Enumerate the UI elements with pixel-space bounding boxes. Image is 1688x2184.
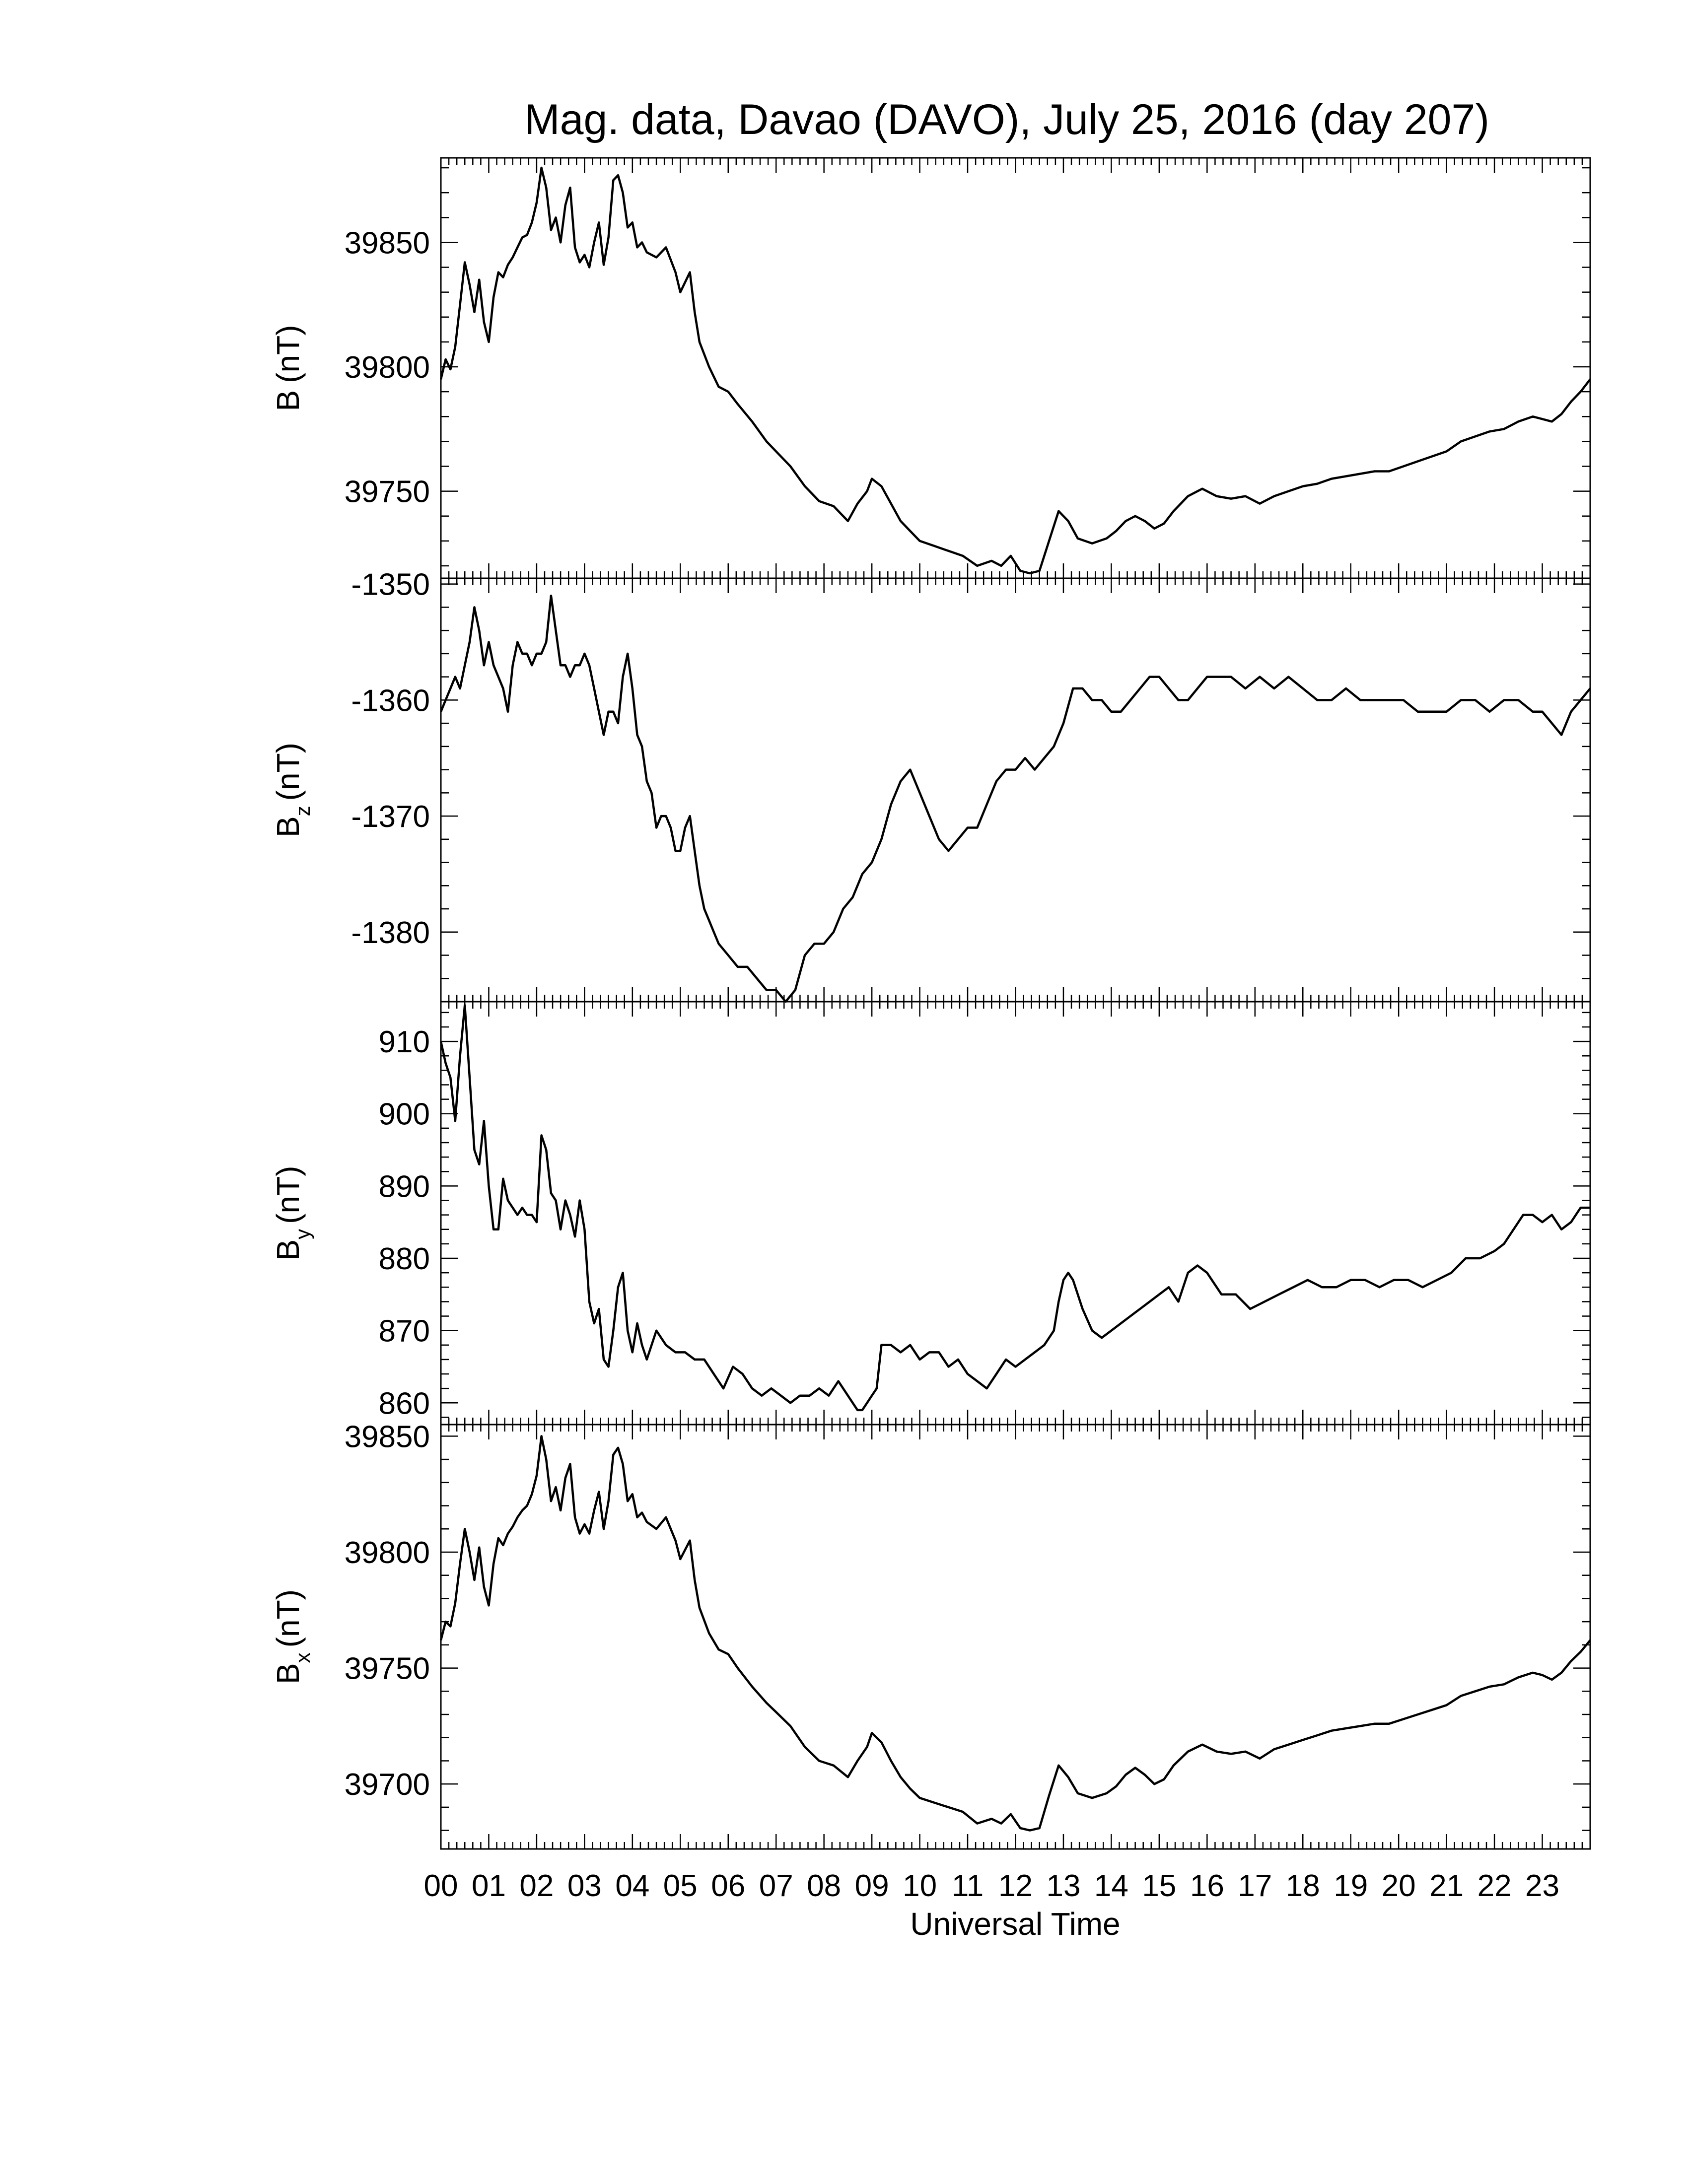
y-label-subscript: x: [291, 1652, 314, 1663]
x-tick-label: 06: [711, 1869, 745, 1903]
x-tick-label: 02: [519, 1869, 554, 1903]
x-tick-label: 00: [424, 1869, 458, 1903]
y-axis-label: B (nT): [270, 325, 306, 411]
x-tick-label: 10: [903, 1869, 937, 1903]
x-tick-label: 13: [1046, 1869, 1080, 1903]
y-label-subscript: z: [291, 806, 314, 816]
y-tick-label: -1380: [351, 916, 430, 950]
x-tick-label: 12: [998, 1869, 1033, 1903]
y-tick-label: -1360: [351, 683, 430, 718]
y-label-symbol: B: [270, 390, 306, 411]
x-tick-label: 14: [1094, 1869, 1128, 1903]
x-tick-label: 11: [952, 1869, 984, 1903]
x-axis: 00 01 02 03 04 05 06 07 08 09 10 11 12 13 14 15 16 17 18 19…: [424, 1869, 1560, 1903]
y-label-unit: (nT): [270, 743, 306, 801]
x-tick-label: 17: [1238, 1869, 1272, 1903]
panels-group: 39750 39800 39850 B (nT) -1350 -1360 -1370 -1380…: [270, 157, 1591, 1850]
y-label-symbol: B: [270, 1663, 306, 1684]
x-tick-label: 03: [567, 1869, 602, 1903]
chart-title: Mag. data, Davao (DAVO), July 25, 2016 (…: [524, 96, 1489, 143]
plot-frame: [440, 1424, 1591, 1850]
series-line: [439, 1004, 1590, 1412]
x-axis-label: Universal Time: [910, 1906, 1120, 1942]
y-tick-label: 39750: [345, 475, 430, 509]
y-axis-label: By (nT): [270, 1166, 314, 1261]
y-tick-label: 39800: [345, 1536, 430, 1570]
x-tick-label: 23: [1525, 1869, 1559, 1903]
panel-2: -1350 -1360 -1370 -1380 Bz (nT): [270, 568, 1591, 1003]
y-axis-label: Bz (nT): [270, 743, 314, 837]
y-tick-label: -1350: [351, 568, 430, 602]
y-tick-label: 39850: [345, 226, 430, 260]
y-tick-label: 39850: [345, 1420, 430, 1454]
panel-3: 860 870 880 890 900 910 By (nT): [270, 1001, 1591, 1426]
x-tick-label: 08: [807, 1869, 841, 1903]
x-tick-label: 05: [663, 1869, 698, 1903]
x-tick-label: 19: [1334, 1869, 1368, 1903]
y-tick-label: 910: [379, 1025, 430, 1059]
x-tick-label: 21: [1429, 1869, 1464, 1903]
panel-1: 39750 39800 39850 B (nT): [270, 157, 1591, 579]
y-tick-label: 39700: [345, 1768, 430, 1802]
y-label-unit: (nT): [270, 1166, 306, 1224]
y-label-symbol: B: [270, 816, 306, 837]
x-tick-label: 16: [1190, 1869, 1224, 1903]
x-tick-label: 15: [1142, 1869, 1176, 1903]
plot-frame: [440, 1001, 1591, 1426]
y-tick-label: 39750: [345, 1652, 430, 1686]
y-tick-label: 39800: [345, 350, 430, 385]
y-label-symbol: B: [270, 1239, 306, 1261]
y-tick-label: 860: [379, 1386, 430, 1421]
series-line: [439, 1435, 1591, 1832]
y-tick-label: 870: [379, 1314, 430, 1349]
y-label-unit: (nT): [270, 325, 306, 383]
series-line: [439, 166, 1591, 575]
plot-frame: [440, 157, 1591, 579]
x-tick-label: 07: [759, 1869, 793, 1903]
x-tick-label: 04: [615, 1869, 649, 1903]
x-tick-label: 01: [472, 1869, 506, 1903]
y-label-subscript: y: [291, 1229, 314, 1239]
y-axis-label: Bx (nT): [270, 1589, 314, 1684]
x-tick-label: 09: [855, 1869, 889, 1903]
plot-frame: [440, 577, 1591, 1003]
series-line: [439, 594, 1591, 1003]
y-label-unit: (nT): [270, 1589, 306, 1647]
x-tick-label: 18: [1286, 1869, 1320, 1903]
y-tick-label: 900: [379, 1097, 430, 1132]
y-tick-label: -1370: [351, 800, 430, 834]
x-tick-label: 20: [1382, 1869, 1416, 1903]
y-tick-label: 880: [379, 1242, 430, 1276]
panel-4: 39700 39750 39800 39850 Bx (nT): [270, 1420, 1591, 1850]
y-tick-label: 890: [379, 1169, 430, 1204]
x-tick-label: 22: [1477, 1869, 1512, 1903]
